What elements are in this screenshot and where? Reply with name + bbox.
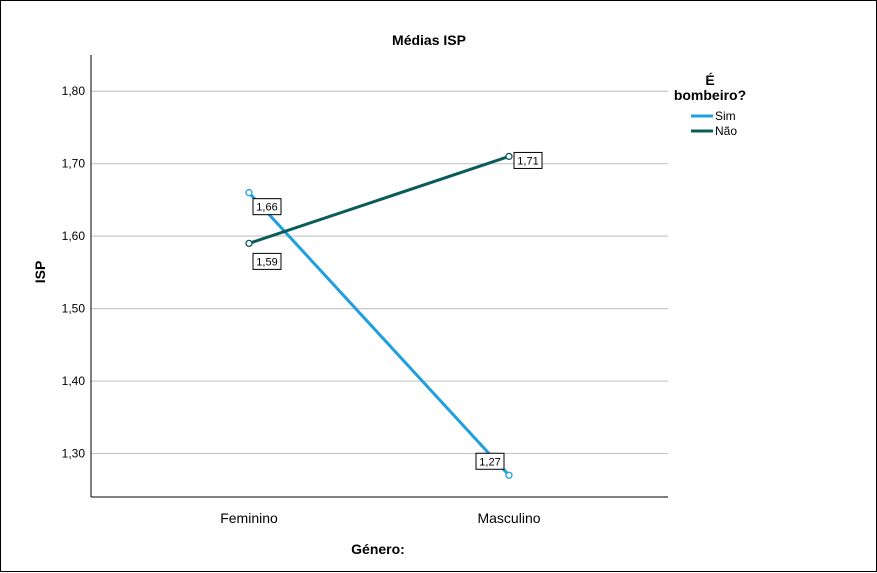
data-label: 1,71 <box>517 155 538 167</box>
data-label: 1,59 <box>256 256 277 268</box>
data-label-box <box>475 452 505 470</box>
chart-title: Médias ISP <box>392 32 466 48</box>
data-point <box>505 152 513 161</box>
gridlines <box>91 90 668 455</box>
series-line-sim <box>247 191 511 477</box>
y-tick-labels: 1,30 1,40 1,50 1,60 1,70 1,80 <box>62 84 86 460</box>
y-axis-title: ISP <box>32 261 48 284</box>
data-label: 1,27 <box>479 456 500 468</box>
axes <box>90 55 668 498</box>
y-tick-label: 1,80 <box>62 84 86 98</box>
data-point <box>505 471 513 479</box>
y-tick-label: 1,40 <box>62 374 86 388</box>
y-tick-label: 1,60 <box>62 229 86 243</box>
data-label: 1,66 <box>256 202 277 214</box>
data-label-box <box>252 252 282 270</box>
data-points <box>245 152 513 479</box>
y-tick-label: 1,70 <box>62 157 86 171</box>
x-tick-label: Feminino <box>220 510 278 526</box>
legend-label: Sim <box>715 109 736 123</box>
y-tick-label: 1,50 <box>62 302 86 316</box>
data-labels: 1,66 1,27 1,59 1,71 <box>252 151 543 470</box>
series-line-não <box>248 155 510 245</box>
x-axis-title: Género: <box>351 541 405 557</box>
data-point <box>245 239 253 248</box>
data-label-box <box>513 151 543 169</box>
legend-title-line1: É <box>705 72 714 88</box>
series-lines <box>247 155 511 477</box>
legend-title-line2: bombeiro? <box>674 87 746 103</box>
data-label-box <box>252 198 282 216</box>
data-point <box>245 189 253 197</box>
x-tick-labels: Feminino Masculino <box>220 510 541 526</box>
legend-label: Não <box>715 124 737 138</box>
x-tick-label: Masculino <box>477 510 540 526</box>
y-tick-label: 1,30 <box>62 447 86 461</box>
